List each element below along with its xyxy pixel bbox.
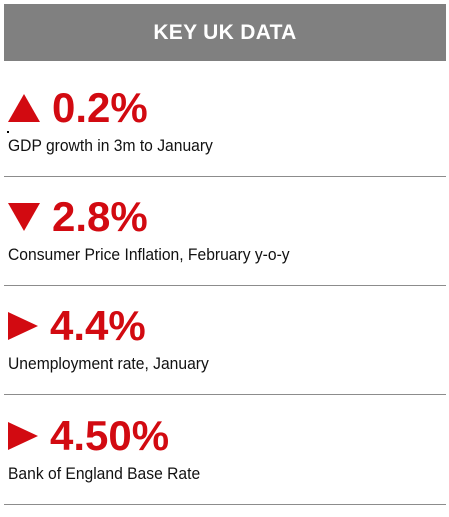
stat-value: 4.50% [50,412,170,459]
stat-value-row: 0.2% [8,84,148,132]
stat-value: 4.4% [50,302,146,349]
stat-value-row: 2.8% [8,193,148,241]
stat-value-row: 4.4% [8,302,146,350]
triangle-down-icon [8,203,40,231]
header-title: KEY UK DATA [153,20,297,44]
divider [4,394,446,395]
header-banner: KEY UK DATA [4,4,446,61]
triangle-up-icon [8,94,40,122]
stat-value-row: 4.50% [8,412,169,460]
divider [4,504,446,505]
stray-dot [7,131,9,133]
divider [4,176,446,177]
stat-label: GDP growth in 3m to January [8,136,213,155]
triangle-right-icon [8,422,38,450]
divider [4,285,446,286]
stat-value: 0.2% [52,84,148,131]
stat-label: Consumer Price Inflation, February y-o-y [8,245,290,264]
stat-label: Bank of England Base Rate [8,464,201,483]
stat-label: Unemployment rate, January [8,354,209,373]
triangle-right-icon [8,312,38,340]
stat-value: 2.8% [52,193,148,240]
